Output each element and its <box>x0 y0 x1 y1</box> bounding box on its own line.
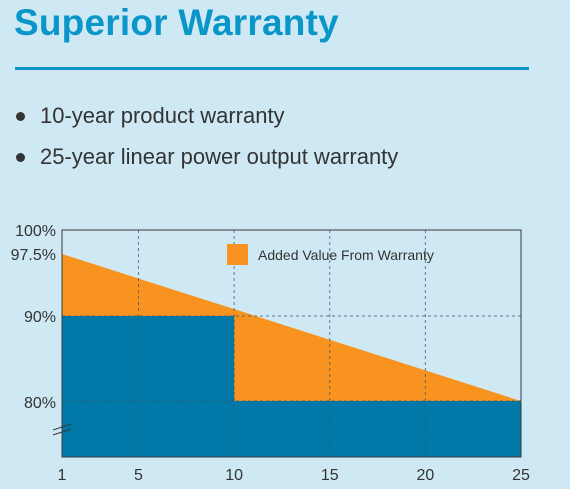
x-tick-label: 15 <box>321 467 339 484</box>
bullet-icon <box>16 153 25 162</box>
x-tick-label: 1 <box>58 467 67 484</box>
series-area-base-output <box>62 316 521 457</box>
bullet-icon <box>16 112 25 121</box>
x-tick-label: 25 <box>512 467 530 484</box>
y-tick-label: 80% <box>24 395 56 412</box>
legend-swatch <box>227 244 248 265</box>
feature-item: 25-year linear power output warranty <box>16 141 398 182</box>
x-tick-label: 20 <box>416 467 434 484</box>
feature-item: 10-year product warranty <box>16 100 398 141</box>
axis-break-mark <box>52 423 72 431</box>
feature-item-text: 10-year product warranty <box>40 103 285 128</box>
y-tick-label: 97.5% <box>11 247 56 264</box>
legend-label: Added Value From Warranty <box>258 247 434 263</box>
y-tick-label: 100% <box>15 223 56 240</box>
y-tick-label: 90% <box>24 309 56 326</box>
feature-item-text: 25-year linear power output warranty <box>40 144 399 169</box>
plot-frame <box>61 229 522 458</box>
x-tick-label: 10 <box>225 467 243 484</box>
title-divider <box>15 67 529 70</box>
feature-list: 10-year product warranty 25-year linear … <box>16 100 398 182</box>
axis-break-mark <box>52 428 72 436</box>
x-tick-label: 5 <box>134 467 143 484</box>
page-title: Superior Warranty <box>14 2 339 43</box>
